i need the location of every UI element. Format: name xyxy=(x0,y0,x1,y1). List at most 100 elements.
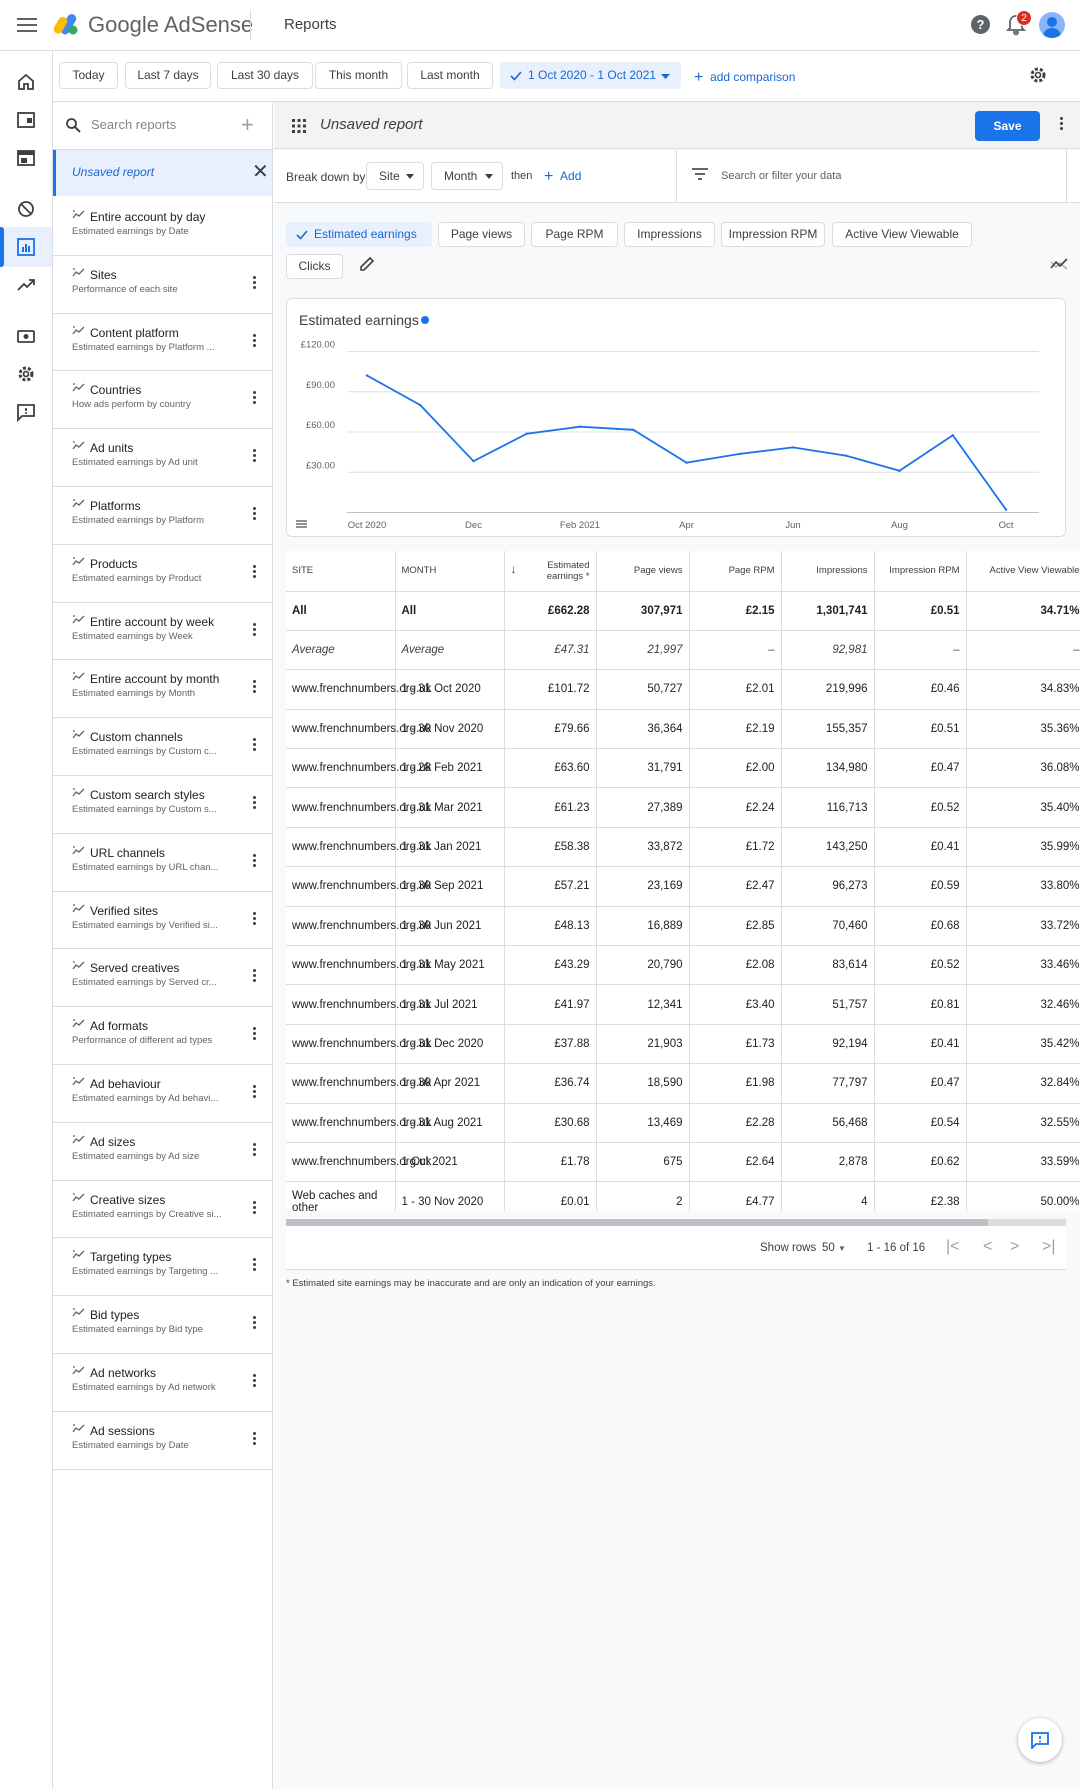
add-breakdown-button[interactable]: + Add xyxy=(544,168,581,186)
more-options-icon[interactable] xyxy=(253,795,257,811)
data-point[interactable] xyxy=(632,428,635,432)
settings-nav-icon[interactable] xyxy=(16,364,36,384)
column-header[interactable]: Page RPM xyxy=(689,551,782,592)
avatar[interactable] xyxy=(1039,12,1065,38)
more-options-icon[interactable] xyxy=(253,1373,257,1389)
report-list-item[interactable]: Platforms Estimated earnings by Platform xyxy=(53,487,272,545)
close-icon[interactable]: ✕ xyxy=(252,161,269,183)
more-options-icon[interactable] xyxy=(253,853,257,869)
report-list-item[interactable]: Bid types Estimated earnings by Bid type xyxy=(53,1296,272,1354)
report-list-item[interactable]: Custom channels Estimated earnings by Cus… xyxy=(53,718,272,776)
column-header[interactable]: Active View Viewable xyxy=(966,551,1080,592)
more-options-icon[interactable] xyxy=(253,449,257,464)
feedback-nav-icon[interactable] xyxy=(16,402,36,422)
data-point[interactable] xyxy=(791,446,795,449)
horizontal-scrollbar[interactable] xyxy=(286,1219,1066,1226)
metric-impressions-chip[interactable]: Impressions xyxy=(624,222,715,247)
more-options-icon[interactable] xyxy=(253,622,257,638)
filter-today-button[interactable]: Today xyxy=(59,62,118,89)
more-options-icon[interactable] xyxy=(253,1258,257,1273)
rows-per-page-select[interactable]: 50 ▼ xyxy=(822,1242,846,1254)
menu-icon[interactable] xyxy=(17,14,37,34)
data-point[interactable] xyxy=(472,459,475,463)
report-list-item[interactable]: Sites Performance of each site xyxy=(53,256,272,314)
report-list-item[interactable]: Entire account by month Estimated earning… xyxy=(53,660,272,719)
report-list-item[interactable]: Creative sizes Estimated earnings by Crea… xyxy=(53,1181,272,1239)
report-list-item[interactable]: Ad formats Performance of different ad ty… xyxy=(53,1007,272,1065)
feedback-button[interactable] xyxy=(1018,1718,1062,1762)
report-list-item[interactable]: Entire account by week Estimated earnings… xyxy=(53,603,272,661)
data-point[interactable] xyxy=(365,374,369,377)
gear-icon[interactable] xyxy=(1029,66,1047,84)
edit-icon[interactable] xyxy=(359,256,375,272)
data-point[interactable] xyxy=(419,403,422,407)
report-list-item[interactable]: URL channels Estimated earnings by URL ch… xyxy=(53,834,272,892)
more-options-icon[interactable] xyxy=(253,1431,257,1447)
unsaved-report-item[interactable]: Unsaved report ✕ xyxy=(53,150,272,196)
previous-page-icon[interactable]: < xyxy=(983,1238,993,1255)
column-header[interactable]: ↓ Estimated earnings * xyxy=(504,551,597,592)
collapse-chart-icon[interactable] xyxy=(1050,258,1068,270)
home-icon[interactable] xyxy=(16,72,36,92)
more-options-icon[interactable] xyxy=(253,738,257,753)
ads-icon[interactable] xyxy=(16,148,36,168)
date-range-selector[interactable]: 1 Oct 2020 - 1 Oct 2021 xyxy=(500,62,681,89)
first-page-icon[interactable]: |< xyxy=(946,1238,960,1255)
search-reports[interactable]: Search reports + xyxy=(53,102,272,150)
breakdown-month-dropdown[interactable]: Month xyxy=(431,162,503,190)
report-title[interactable]: Unsaved report xyxy=(320,116,423,133)
new-report-icon[interactable]: + xyxy=(241,112,254,137)
report-list-item[interactable]: Countries How ads perform by country xyxy=(53,371,272,430)
report-list-item[interactable]: Ad sessions Estimated earnings by Date xyxy=(53,1412,272,1470)
report-list-item[interactable]: Entire account by day Estimated earnings … xyxy=(53,198,272,256)
next-page-icon[interactable]: > xyxy=(1010,1238,1020,1255)
filter-last-month-button[interactable]: Last month xyxy=(407,62,493,89)
help-icon[interactable]: ? xyxy=(971,15,990,34)
metric-estimated-earnings-chip[interactable]: Estimated earnings xyxy=(286,222,432,247)
filter-input[interactable]: Search or filter your data xyxy=(721,170,842,182)
column-header[interactable]: Impression RPM xyxy=(874,551,967,592)
data-point[interactable] xyxy=(525,432,528,435)
report-list-item[interactable]: Targeting types Estimated earnings by Tar… xyxy=(53,1238,272,1297)
filter-last-30-days-button[interactable]: Last 30 days xyxy=(217,62,313,89)
report-list-item[interactable]: Content platform Estimated earnings by Pl… xyxy=(53,314,272,372)
data-point[interactable] xyxy=(898,469,901,473)
payments-icon[interactable] xyxy=(16,326,36,346)
column-header[interactable]: MONTH xyxy=(395,551,505,592)
filter-this-month-button[interactable]: This month xyxy=(315,62,402,89)
metric-clicks-chip[interactable]: Clicks xyxy=(286,254,343,279)
report-list-item[interactable]: Ad sizes Estimated earnings by Ad size xyxy=(53,1123,272,1181)
breakdown-site-dropdown[interactable]: Site xyxy=(366,162,424,190)
data-point[interactable] xyxy=(1004,508,1008,511)
report-list-item[interactable]: Ad behaviour Estimated earnings by Ad beh… xyxy=(53,1065,272,1123)
sites-icon[interactable] xyxy=(16,110,36,130)
more-options-icon[interactable] xyxy=(253,680,257,695)
more-options-icon[interactable] xyxy=(253,1200,257,1216)
more-options-icon[interactable] xyxy=(253,275,257,291)
more-options-icon[interactable] xyxy=(253,333,257,349)
column-header[interactable]: Impressions xyxy=(781,551,875,592)
scrollbar-thumb[interactable] xyxy=(286,1219,988,1226)
column-header[interactable]: SITE xyxy=(286,551,396,592)
save-button[interactable]: Save xyxy=(975,111,1040,141)
more-options-icon[interactable] xyxy=(1060,117,1063,132)
more-options-icon[interactable] xyxy=(253,1142,257,1158)
column-header[interactable]: Page views xyxy=(596,551,690,592)
more-options-icon[interactable] xyxy=(253,911,257,927)
more-options-icon[interactable] xyxy=(253,391,257,406)
more-options-icon[interactable] xyxy=(253,969,257,984)
more-options-icon[interactable] xyxy=(253,564,257,580)
report-list-item[interactable]: Served creatives Estimated earnings by Se… xyxy=(53,949,272,1008)
report-list-item[interactable]: Ad networks Estimated earnings by Ad netw… xyxy=(53,1354,272,1412)
more-options-icon[interactable] xyxy=(253,1084,257,1100)
last-page-icon[interactable]: >| xyxy=(1042,1238,1056,1255)
metric-active-view-viewable-chip[interactable]: Active View Viewable xyxy=(832,222,972,247)
data-point[interactable] xyxy=(951,434,954,437)
reports-nav-item[interactable] xyxy=(0,227,52,267)
search-input[interactable]: Search reports xyxy=(91,117,177,132)
data-point[interactable] xyxy=(738,452,741,456)
metric-impression-rpm-chip[interactable]: Impression RPM xyxy=(721,222,825,247)
chart-legend-toggle-icon[interactable] xyxy=(296,520,307,528)
metric-page-views-chip[interactable]: Page views xyxy=(438,222,525,247)
metric-page-rpm-chip[interactable]: Page RPM xyxy=(531,222,618,247)
